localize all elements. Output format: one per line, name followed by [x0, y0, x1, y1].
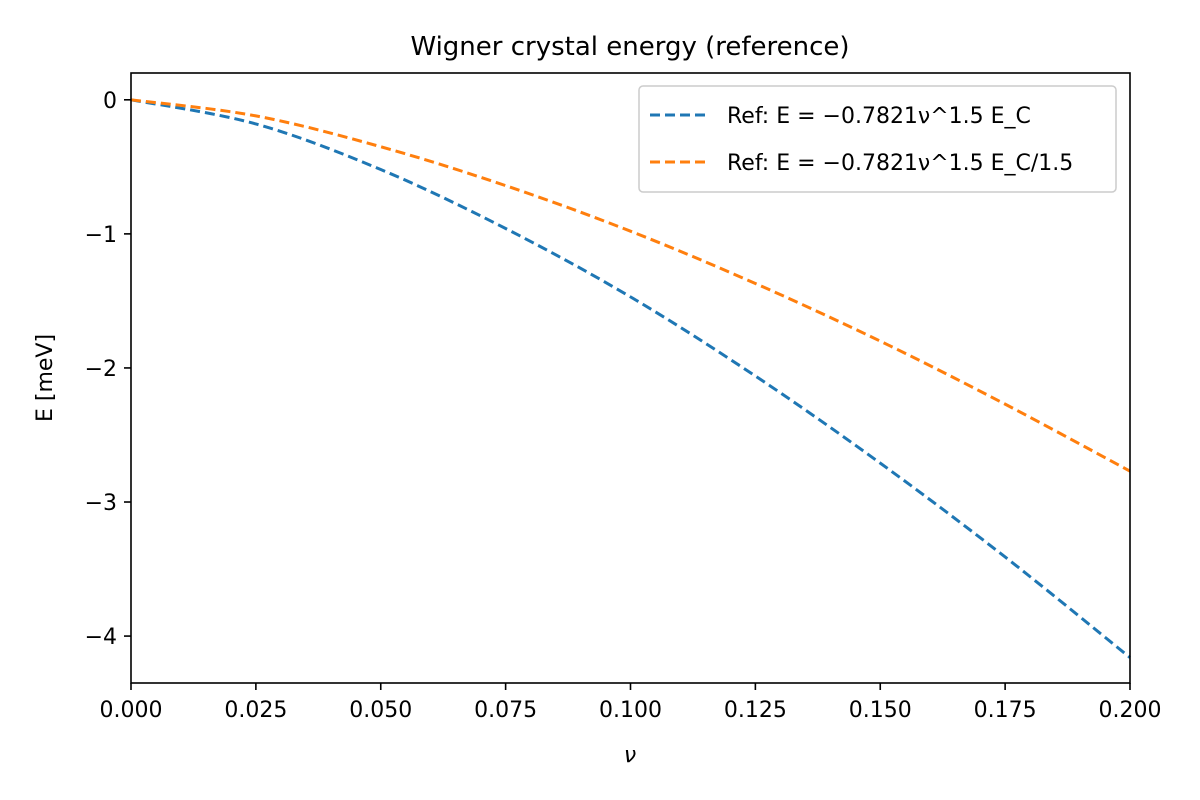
- x-tick-label: 0.200: [1099, 698, 1162, 723]
- chart-title: Wigner crystal energy (reference): [410, 32, 849, 62]
- y-axis: 0 −1 −2 −3 −4: [85, 89, 131, 650]
- y-tick-label: 0: [103, 89, 117, 114]
- x-tick-label: 0.000: [100, 698, 163, 723]
- plot-area: [130, 98, 1131, 659]
- y-tick-label: −3: [85, 491, 117, 516]
- x-tick-label: 0.050: [349, 698, 412, 723]
- x-tick-label: 0.125: [724, 698, 787, 723]
- legend: Ref: E = −0.7821ν^1.5 E_C Ref: E = −0.78…: [638, 85, 1117, 193]
- axes-frame: [130, 72, 1131, 684]
- series-line-2: [130, 98, 1131, 473]
- x-tick-label: 0.100: [599, 698, 662, 723]
- y-tick-label: −1: [85, 223, 117, 248]
- y-axis-label: E [meV]: [33, 334, 58, 422]
- y-tick-label: −4: [85, 625, 117, 650]
- x-tick-label: 0.175: [974, 698, 1037, 723]
- legend-entry-label: Ref: E = −0.7821ν^1.5 E_C/1.5: [727, 151, 1073, 176]
- x-tick-label: 0.150: [849, 698, 912, 723]
- x-tick-label: 0.025: [224, 698, 287, 723]
- x-tick-label: 0.075: [474, 698, 537, 723]
- legend-frame: [638, 85, 1117, 193]
- series-line-1: [130, 98, 1131, 659]
- y-tick-label: −2: [85, 357, 117, 382]
- legend-entry-label: Ref: E = −0.7821ν^1.5 E_C: [727, 104, 1031, 129]
- x-axis-label: ν: [624, 743, 636, 768]
- x-axis: 0.000 0.025 0.050 0.075 0.100 0.125 0.150 0.175…: [100, 683, 1162, 723]
